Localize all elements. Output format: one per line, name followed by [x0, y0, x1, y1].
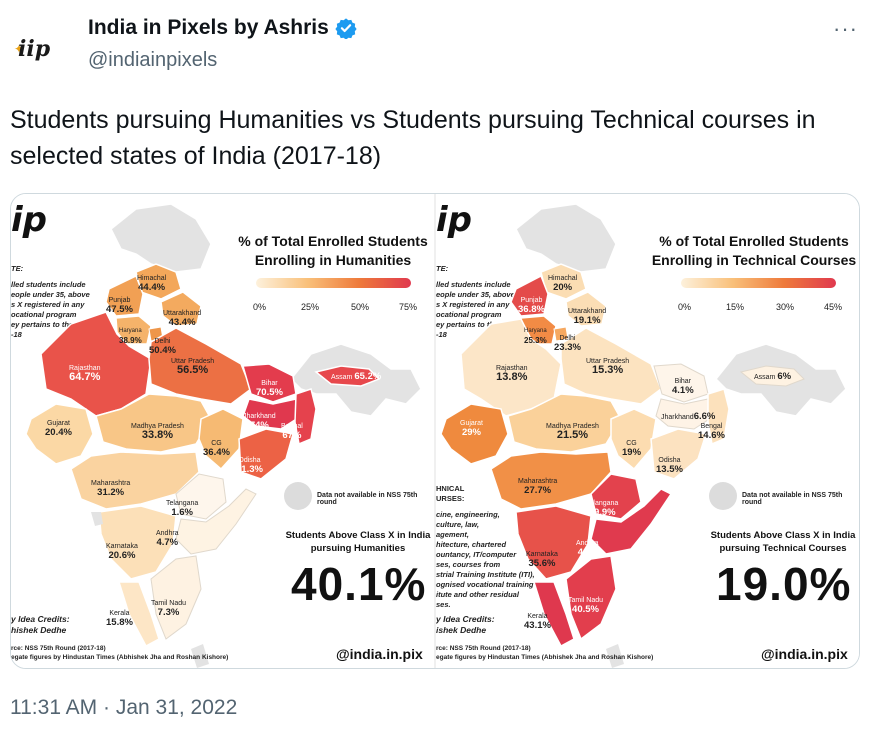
note-text: lled students include eople under 35, ab… — [436, 280, 515, 319]
state-label-himachal: Himachal 44.4% — [137, 275, 167, 293]
tech-heading: HNICAL URSES: — [436, 484, 465, 503]
state-label-himachal: Himachal 20% — [548, 275, 578, 293]
note-text: lled students include eople under 35, ab… — [11, 280, 90, 319]
tweet-text: Students pursuing Humanities vs Students… — [10, 106, 816, 170]
author-name-text: India in Pixels by Ashris — [88, 16, 329, 39]
state-label-bengal: Bengal 67% — [281, 423, 303, 441]
state-label-haryana: Haryana 25.3% — [524, 328, 547, 345]
author-handle[interactable]: @indiainpixels — [88, 49, 218, 71]
state-label-gujarat: Gujarat 20.4% — [45, 420, 72, 438]
legend-tick: 15% — [726, 302, 745, 312]
verified-badge-icon — [335, 18, 357, 39]
state-label-uttar-pradesh: Uttar Pradesh 15.3% — [586, 358, 630, 376]
author-name[interactable]: India in Pixels by Ashris — [88, 16, 357, 40]
na-legend-swatch — [709, 482, 737, 510]
state-label-delhi: Delhi 50.4% — [149, 338, 176, 356]
legend-tick: 50% — [351, 302, 370, 312]
tech-note: cine, engineering, culture, law, agement… — [436, 510, 535, 609]
state-label-jharkhand: Jharkhand 74% — [243, 413, 276, 431]
state-label-tamil-nadu: Tamil Nadu 7.3% — [151, 600, 187, 618]
state-label-cg: CG 19% — [622, 440, 642, 458]
brand-handle: @india.in.pix — [336, 646, 423, 662]
stat-caption: Students Above Class X in India pursuing… — [710, 530, 856, 554]
india-map-technical — [440, 203, 847, 668]
legend-tick: 0% — [678, 302, 692, 312]
brand-logo: ip — [436, 200, 472, 240]
state-label-gujarat: Gujarat 29% — [460, 420, 483, 438]
legend-tick: 0% — [253, 302, 267, 312]
legend-tick: 45% — [824, 302, 843, 312]
legend-gradient-bar — [681, 278, 836, 288]
stat-value: 40.1% — [291, 558, 427, 610]
state-label-madhya-pradesh: Madhya Pradesh 21.5% — [546, 423, 599, 441]
brand-logo: ip — [11, 200, 47, 240]
na-legend-text: Data not available in NSS 75th round — [742, 492, 843, 506]
legend-tick: 30% — [776, 302, 795, 312]
tweet-media[interactable]: ip TE: lled students include eople under… — [10, 193, 860, 669]
state-label-bihar: Bihar 70.5% — [256, 380, 283, 398]
state-label-telangana: Telangana 39.9% — [586, 500, 619, 518]
state-label-uttarakhand: Uttarakhand 43.4% — [163, 310, 202, 328]
state-label-karnataka: Karnataka 35.6% — [526, 551, 558, 569]
state-label-maharashtra: Maharashtra 27.7% — [518, 478, 558, 496]
legend-tick: 75% — [399, 302, 418, 312]
legend-gradient-bar — [256, 278, 411, 288]
state-label-madhya-pradesh: Madhya Pradesh 33.8% — [131, 423, 184, 441]
na-legend-text: Data not available in NSS 75th round — [317, 492, 418, 506]
stat-value: 19.0% — [716, 558, 852, 610]
tweet-timestamp[interactable]: 11:31 AM · Jan 31, 2022 — [10, 696, 238, 719]
state-label-punjab: Punjab 47.5% — [106, 297, 133, 315]
state-label-bengal: Bengal 14.6% — [698, 423, 725, 441]
state-label-assam: Assam 6% — [754, 371, 792, 382]
legend-title: % of Total Enrolled Students Enrolling i… — [651, 233, 857, 268]
state-label-kerala: Kerala 43.1% — [524, 613, 551, 631]
state-label-haryana: Haryana 38.9% — [119, 328, 142, 345]
state-label-rajasthan: Rajasthan 13.8% — [496, 365, 528, 383]
state-label-odisha: Odisha 61.3% — [236, 457, 263, 475]
state-label-rajasthan: Rajasthan 64.7% — [69, 365, 101, 383]
india-map-humanities — [25, 203, 422, 668]
state-label-kerala: Kerala 15.8% — [106, 610, 133, 628]
stat-caption: Students Above Class X in India pursuing… — [285, 530, 431, 554]
more-options-icon[interactable]: ··· — [833, 16, 858, 41]
idea-credits: y Idea Credits: ishek Dedhe — [436, 614, 495, 635]
state-label-assam: Assam 65.2% — [331, 371, 382, 382]
state-label-andhra: Andhra 42% — [576, 540, 599, 558]
state-label-karnataka: Karnataka 20.6% — [106, 543, 138, 561]
state-label-jharkhand: Jharkhand6.6% — [661, 411, 716, 422]
avatar[interactable]: ✦ iip — [10, 22, 64, 76]
state-label-odisha: Odisha 13.5% — [656, 457, 683, 475]
state-label-uttarakhand: Uttarakhand 19.1% — [568, 308, 607, 326]
idea-credits: y Idea Credits: hishek Dedhe — [11, 614, 70, 635]
note-heading: TE: — [436, 264, 449, 273]
brand-handle: @india.in.pix — [761, 646, 848, 662]
state-label-maharashtra: Maharashtra 31.2% — [91, 480, 131, 498]
state-label-delhi: Delhi 23.3% — [554, 335, 581, 353]
source-note: rce: NSS 75th Round (2017-18) egate figu… — [11, 645, 229, 661]
na-legend-swatch — [284, 482, 312, 510]
humanities-infographic[interactable]: ip TE: lled students include eople under… — [11, 194, 434, 668]
state-label-tamil-nadu: Tamil Nadu 40.5% — [568, 597, 604, 615]
technical-infographic[interactable]: ip TE: lled students include eople under… — [436, 194, 859, 668]
source-note: rce: NSS 75th Round (2017-18) egate figu… — [436, 645, 654, 661]
state-label-andhra: Andhra 4.7% — [156, 530, 179, 548]
sparkle-icon: ✦ — [14, 42, 25, 56]
panel-divider — [434, 194, 436, 668]
state-label-cg: CG 36.4% — [203, 440, 230, 458]
state-label-punjab: Punjab 36.8% — [518, 297, 545, 315]
avatar-logo: iip — [18, 36, 51, 62]
state-label-bihar: Bihar 4.1% — [672, 378, 694, 396]
legend-tick: 25% — [301, 302, 320, 312]
state-label-uttar-pradesh: Uttar Pradesh 56.5% — [171, 358, 215, 376]
legend-title: % of Total Enrolled Students Enrolling i… — [238, 233, 428, 268]
state-label-telangana: Telangana 1.6% — [166, 500, 199, 518]
note-heading: TE: — [11, 264, 24, 273]
